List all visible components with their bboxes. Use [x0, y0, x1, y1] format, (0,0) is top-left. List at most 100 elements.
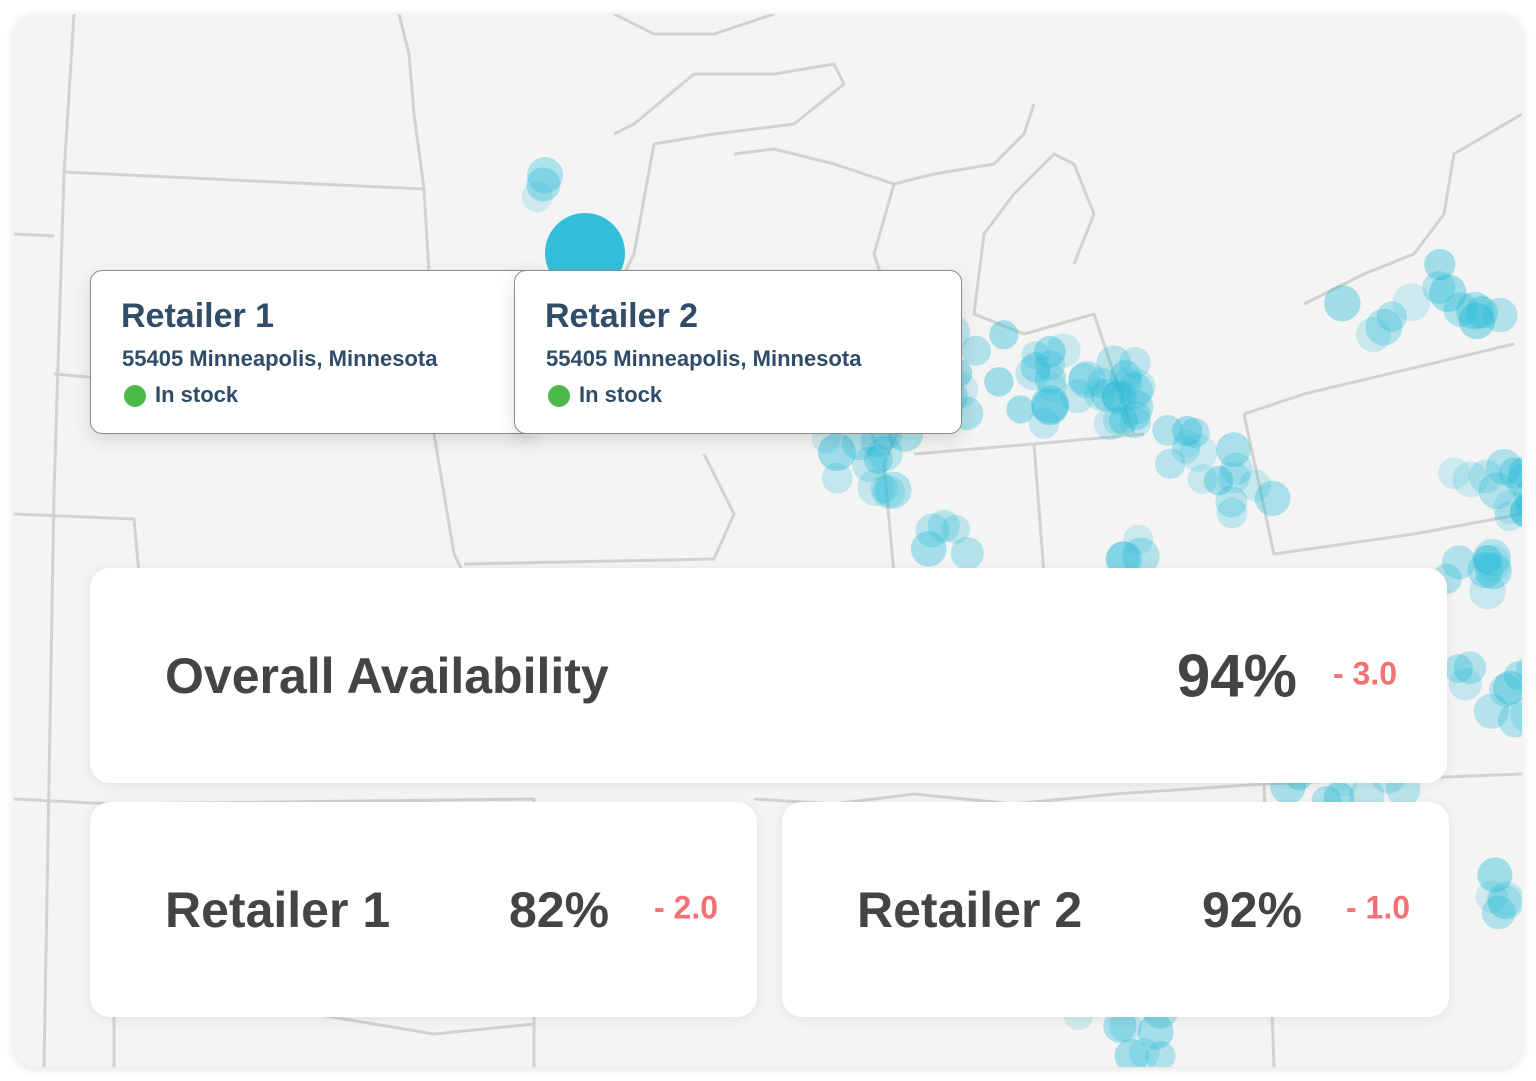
- status-dot: [548, 385, 570, 407]
- store-dot: [1203, 465, 1234, 496]
- store-dot: [1473, 693, 1510, 729]
- store-dot: [867, 435, 903, 472]
- store-dot: [1473, 538, 1511, 576]
- store-dot: [1239, 469, 1272, 502]
- store-dot: [1508, 457, 1522, 488]
- store-dot: [1217, 461, 1250, 494]
- tooltip: Retailer 1 55405 Minneapolis, Minnesota …: [90, 270, 538, 434]
- store-dot: [1478, 472, 1516, 510]
- store-dot: [1468, 459, 1503, 494]
- store-dot: [1037, 372, 1067, 403]
- store-dot: [1068, 360, 1106, 399]
- store-dot: [1456, 291, 1494, 330]
- summary-change: - 3.0: [1333, 655, 1398, 692]
- store-dot: [1220, 452, 1253, 486]
- store-dot: [1376, 301, 1408, 332]
- store-dot: [1486, 448, 1522, 485]
- store-dot: [1119, 406, 1152, 439]
- store-dot: [1510, 697, 1522, 733]
- store-dot: [1514, 492, 1522, 518]
- store-dot: [1101, 380, 1133, 412]
- store-dot: [1114, 1038, 1149, 1067]
- store-dot: [1154, 448, 1186, 480]
- store-dot: [1486, 881, 1522, 920]
- store-dot: [1467, 552, 1504, 589]
- store-dot: [1106, 541, 1140, 576]
- state-borders: [14, 14, 1522, 1067]
- store-dot: [1323, 284, 1361, 322]
- store-dot: [1448, 667, 1482, 701]
- store-dot: [1474, 544, 1512, 582]
- store-dot: [1109, 1009, 1143, 1043]
- store-dot: [1392, 283, 1431, 322]
- store-dot: [817, 433, 856, 472]
- store-dot: [941, 514, 971, 544]
- store-dot: [1083, 378, 1117, 411]
- store-dot: [1090, 378, 1124, 412]
- store-dot: [1492, 670, 1522, 705]
- store-dot: [910, 530, 947, 567]
- store-dot: [1173, 429, 1202, 458]
- store-dot: [915, 513, 950, 548]
- store-dot: [851, 446, 888, 483]
- store-dot: [1128, 1037, 1160, 1067]
- store-dot: [872, 475, 905, 509]
- status-dot: [124, 385, 146, 407]
- store-dot: [1068, 363, 1101, 395]
- store-dot: [1489, 673, 1522, 707]
- store-dot: [1506, 463, 1522, 499]
- store-dot: [1102, 406, 1132, 435]
- retailer-value: 82%: [509, 881, 610, 938]
- map-panel: Retailer 1 55405 Minneapolis, Minnesota …: [14, 14, 1522, 1067]
- store-dot: [1187, 464, 1218, 494]
- store-dot: [1021, 341, 1050, 370]
- store-dot: [989, 320, 1019, 350]
- summary-value: 94%: [1176, 642, 1297, 709]
- store-dot: [1422, 271, 1456, 304]
- tooltip-status: In stock: [155, 382, 239, 407]
- store-dot: [1103, 1009, 1137, 1043]
- store-dot: [1119, 347, 1151, 379]
- store-dot: [869, 474, 899, 504]
- store-dot: [526, 167, 561, 202]
- retailer-card: Retailer 1 82% - 2.0: [90, 802, 757, 1017]
- store-dot: [1215, 485, 1248, 518]
- store-dot: [1503, 661, 1522, 690]
- retailer-value: 92%: [1202, 881, 1303, 938]
- store-dot: [1510, 494, 1522, 528]
- store-dot: [1365, 308, 1403, 346]
- store-dot: [1093, 407, 1128, 441]
- store-dot: [1087, 367, 1119, 400]
- store-dot: [1452, 461, 1489, 498]
- store-dot: [1355, 317, 1391, 352]
- store-dot: [1171, 415, 1203, 447]
- store-dot: [1438, 457, 1471, 490]
- store-dot: [1034, 350, 1066, 381]
- store-dot: [1034, 363, 1067, 395]
- store-dot: [1006, 395, 1035, 424]
- tooltip-address: 55405 Minneapolis, Minnesota: [546, 346, 862, 371]
- store-dot: [1216, 432, 1251, 468]
- retailer-card: Retailer 2 92% - 1.0: [782, 802, 1449, 1017]
- store-dot: [1179, 417, 1210, 448]
- store-dot: [841, 425, 877, 461]
- retailer-change: - 1.0: [1346, 889, 1411, 926]
- store-dot: [1498, 702, 1522, 738]
- store-dot: [1046, 333, 1081, 368]
- store-dot: [1096, 345, 1132, 381]
- store-dot: [1441, 545, 1477, 580]
- store-dot: [1493, 490, 1522, 525]
- store-dot: [1031, 388, 1069, 426]
- store-dot: [1109, 360, 1142, 392]
- map: [14, 14, 1522, 1067]
- store-dot: [1516, 657, 1522, 681]
- store-dot: [1477, 857, 1513, 893]
- store-dot: [1122, 537, 1160, 575]
- store-dot: [1481, 895, 1516, 930]
- store-dot: [1458, 302, 1496, 340]
- store-dot: [1453, 651, 1487, 685]
- store-dot: [527, 157, 564, 194]
- store-dot: [1171, 435, 1201, 464]
- store-dot: [1031, 385, 1069, 424]
